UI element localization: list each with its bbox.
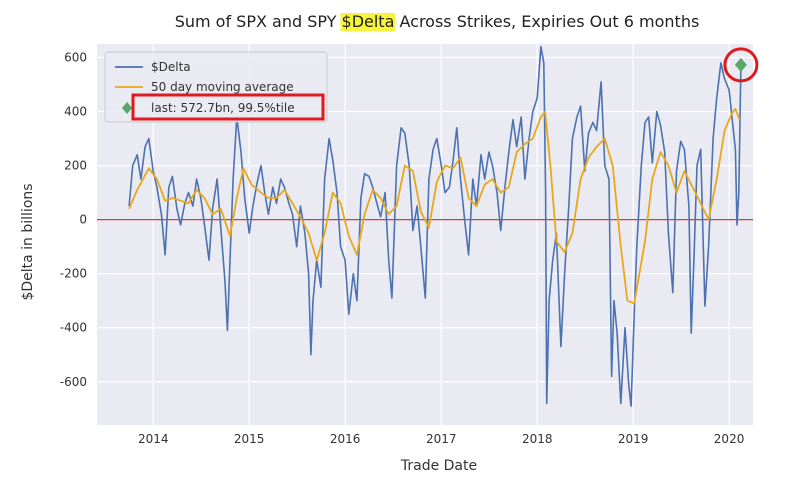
last-point-highlight-circle [723, 47, 759, 83]
y-tick-label: 600 [64, 51, 87, 65]
chart-title-part: Sum of SPX and SPY [175, 12, 342, 31]
y-tick-label: 200 [64, 159, 87, 173]
x-tick-label: 2018 [522, 432, 553, 446]
chart-title-part: Across Strikes, Expiries Out 6 months [394, 12, 699, 31]
y-tick-label: 0 [79, 213, 87, 227]
chart-title-highlight: $Delta [342, 12, 395, 31]
y-tick-label: 400 [64, 105, 87, 119]
moving-average-line [128, 108, 741, 305]
chart-title: Sum of SPX and SPY $Delta Across Strikes… [175, 12, 700, 31]
y-tick-label: -600 [60, 375, 87, 389]
legend-label-moving-average: 50 day moving average [151, 80, 294, 94]
y-tick-label: -200 [60, 267, 87, 281]
legend-label-last-point: last: 572.7bn, 99.5%tile [151, 101, 295, 115]
x-tick-label: 2017 [426, 432, 457, 446]
last-point-label-highlight-box [131, 93, 325, 121]
y-tick-label: -400 [60, 321, 87, 335]
legend-label-delta: $Delta [151, 60, 191, 74]
title-highlight-marker [340, 13, 396, 31]
legend-marker-last-point [122, 102, 132, 114]
x-tick-label: 2020 [714, 432, 745, 446]
legend: $Delta 50 day moving average last: 572.7bn… [104, 51, 328, 123]
x-tick-label: 2016 [330, 432, 361, 446]
x-tick-label: 2014 [138, 432, 169, 446]
x-tick-label: 2015 [234, 432, 265, 446]
legend-box [104, 51, 328, 123]
x-axis-title: Trade Date [400, 458, 477, 474]
x-tick-label: 2019 [618, 432, 649, 446]
y-axis-title: $Delta in billions [20, 183, 36, 300]
last-point-marker [734, 57, 747, 72]
delta-series-line [128, 45, 742, 407]
